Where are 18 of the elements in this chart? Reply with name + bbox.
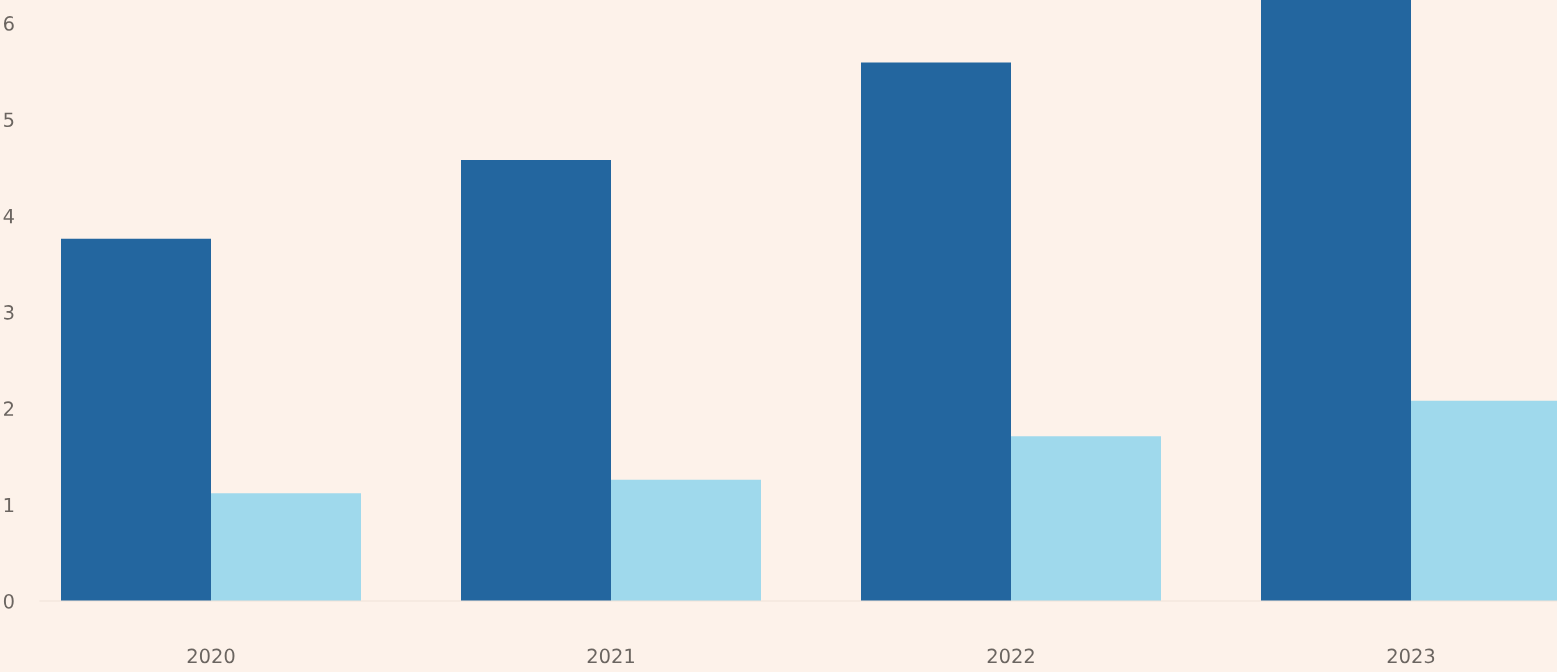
y-tick-label: 3 — [4, 305, 14, 320]
x-tick-label: 2021 — [587, 648, 634, 664]
bar — [611, 479, 761, 601]
bar — [461, 159, 611, 601]
bar — [1261, 0, 1411, 601]
y-tick-label: 6 — [3, 16, 14, 31]
y-tick-label: 1 — [4, 497, 14, 513]
bar — [861, 62, 1011, 601]
y-tick-label: 2 — [4, 401, 14, 416]
bar — [61, 238, 211, 601]
x-tick-label: 2022 — [987, 648, 1034, 664]
x-tick-label: 2023 — [1387, 648, 1435, 664]
y-tick-label: 0 — [3, 593, 14, 609]
bar — [1011, 436, 1161, 601]
y-tick-label: 4 — [3, 208, 14, 224]
x-tick-label: 2020 — [187, 648, 235, 664]
y-tick-label: 5 — [4, 112, 14, 128]
bar — [211, 493, 361, 601]
